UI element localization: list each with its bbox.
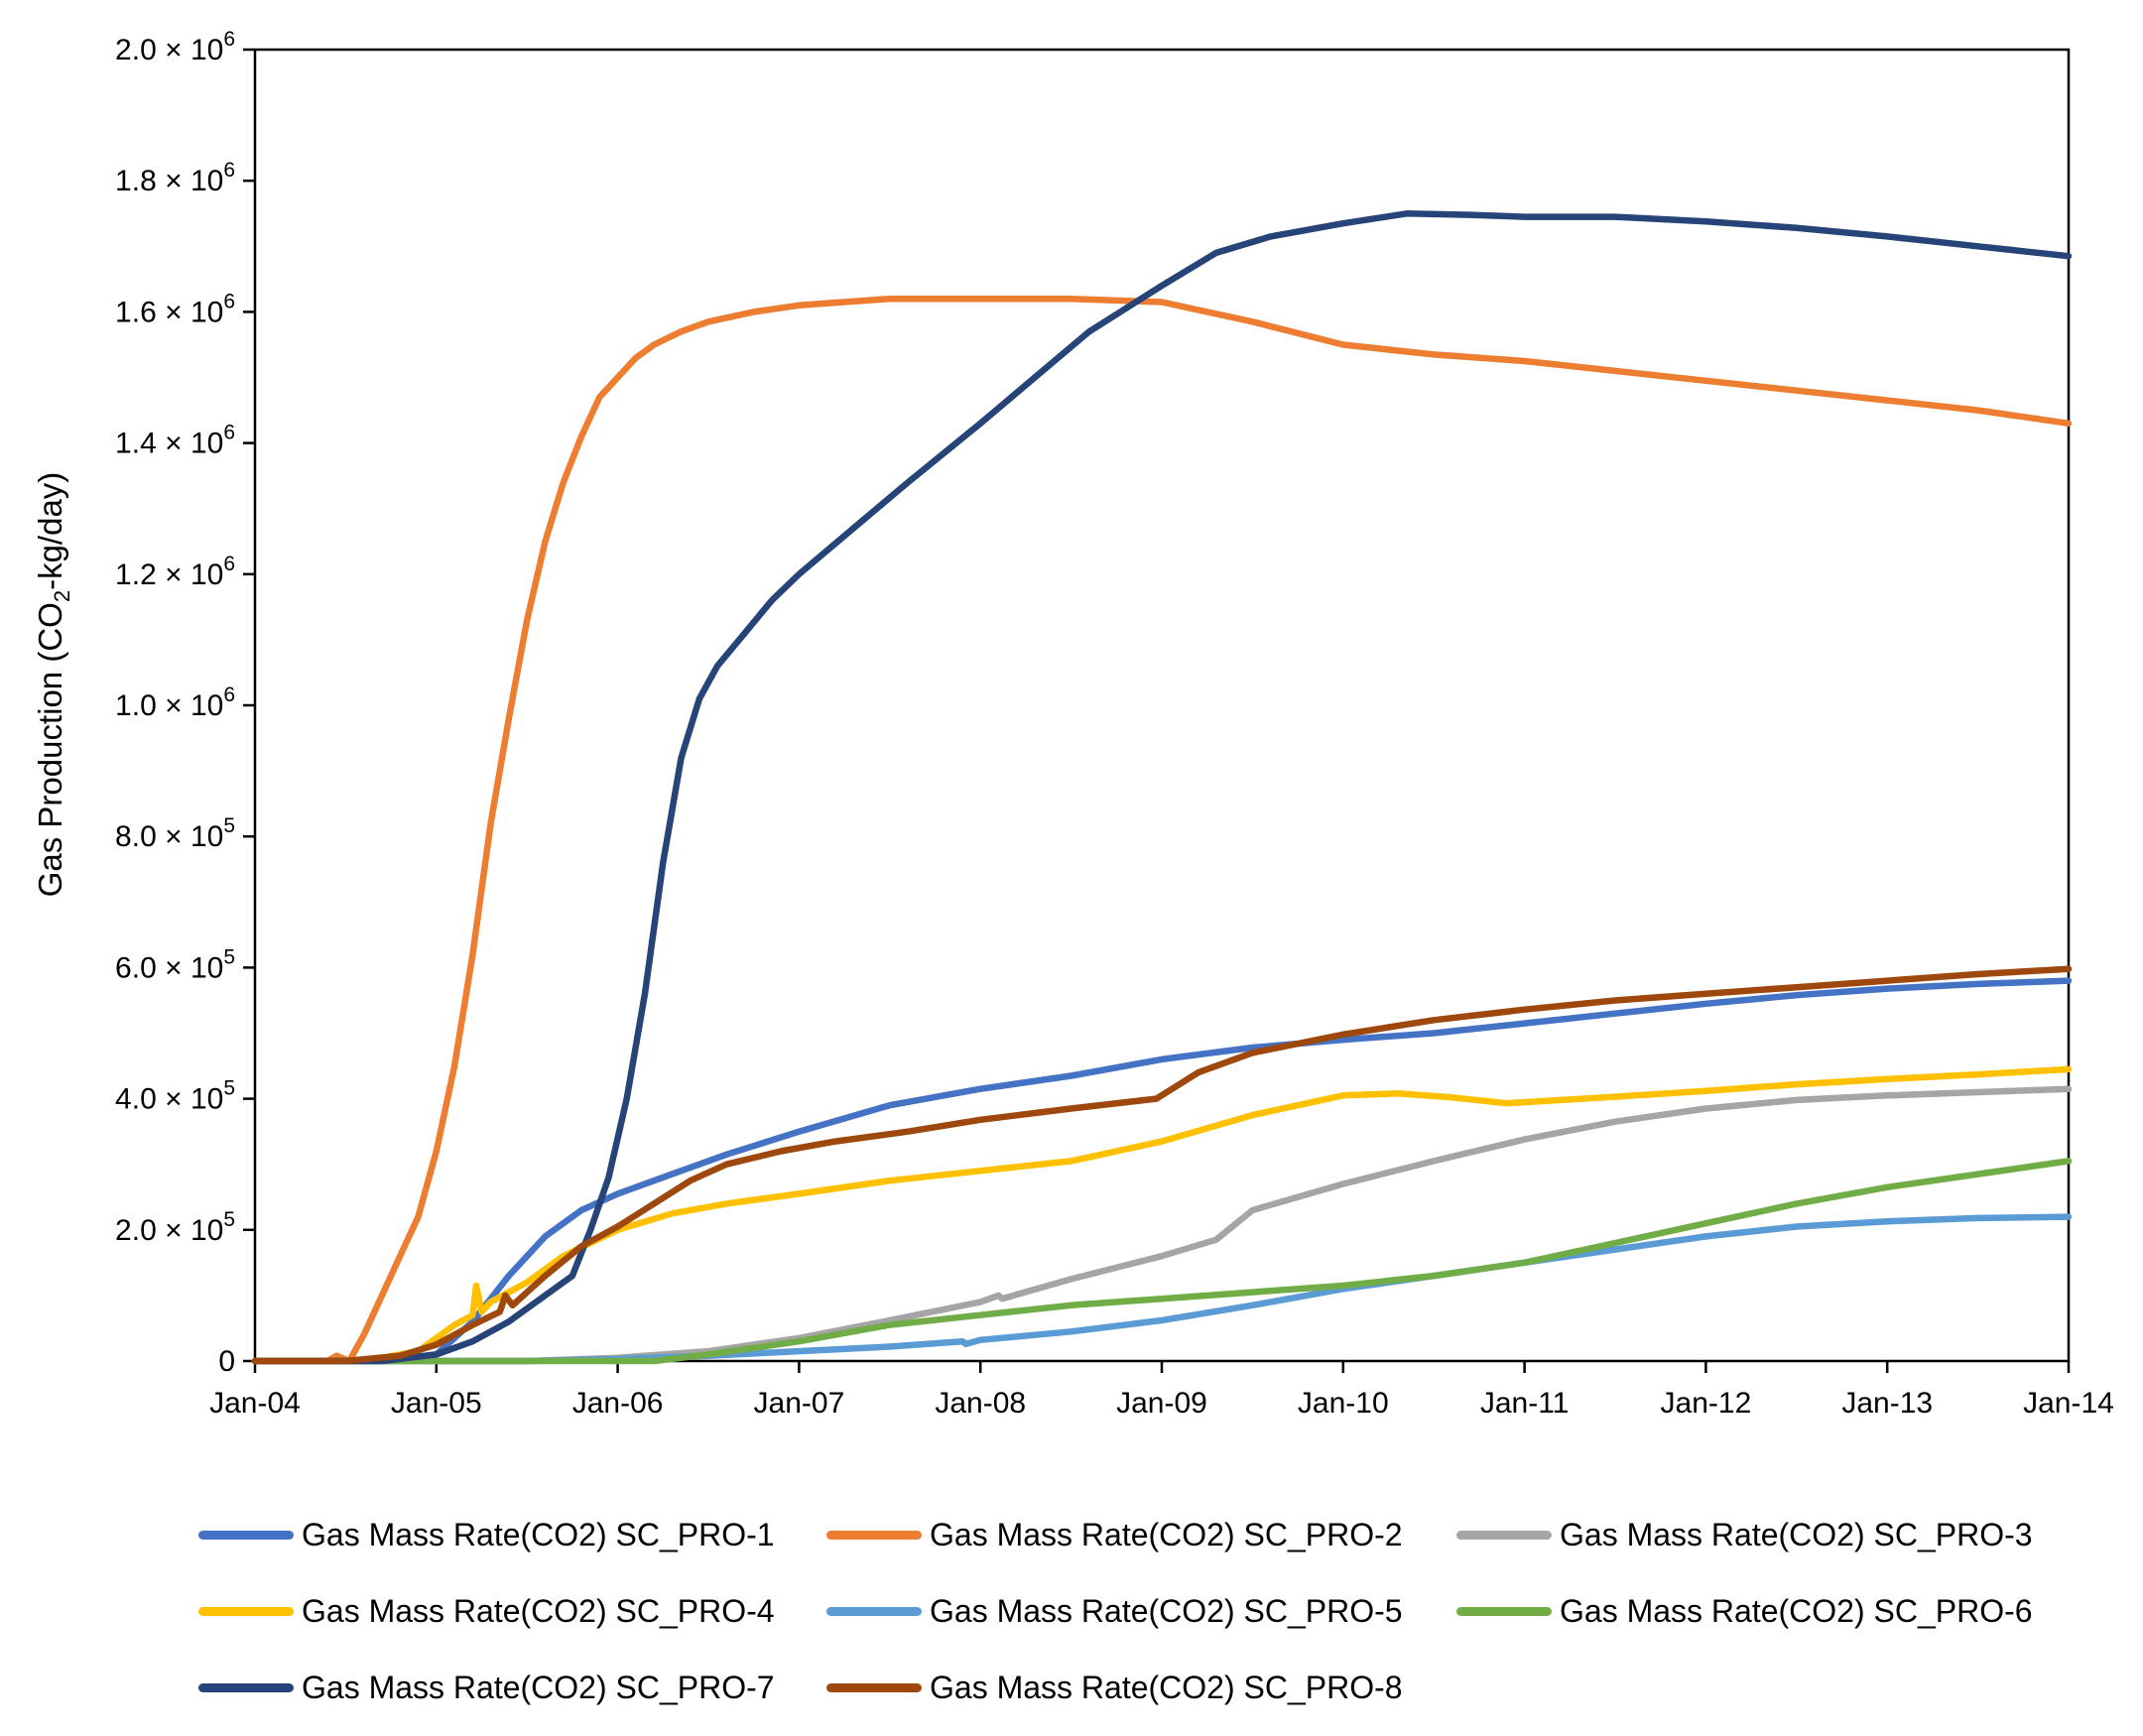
y-tick-label: 1.2 × 106 [115,553,235,591]
series-line-1 [251,977,2073,1365]
y-tick-mantissa: 1.6 × 10 [115,296,223,328]
x-tick-label: Jan-04 [209,1387,301,1420]
legend-item-1: Gas Mass Rate(CO2) SC_PRO-1 [198,1513,775,1556]
legend-item-6: Gas Mass Rate(CO2) SC_PRO-6 [1456,1589,2033,1633]
y-tick-mantissa: 0 [218,1345,235,1378]
series-line-6 [251,1158,2073,1365]
legend-swatch [1456,1606,1552,1616]
legend-item-8: Gas Mass Rate(CO2) SC_PRO-8 [826,1666,1403,1709]
legend-item-7: Gas Mass Rate(CO2) SC_PRO-7 [198,1666,775,1709]
y-tick-exponent: 6 [223,553,235,575]
legend-item-3: Gas Mass Rate(CO2) SC_PRO-3 [1456,1513,2033,1556]
y-tick-exponent: 6 [223,290,235,312]
y-tick-mantissa: 1.0 × 10 [115,689,223,722]
legend-label: Gas Mass Rate(CO2) SC_PRO-8 [930,1669,1403,1705]
x-tick-label: Jan-09 [1116,1387,1207,1420]
y-tick-mantissa: 6.0 × 10 [115,951,223,984]
y-tick-exponent: 6 [223,159,235,182]
y-tick-mantissa: 2.0 × 10 [115,1214,223,1247]
x-tick-label: Jan-06 [572,1387,664,1420]
y-tick-mantissa: 4.0 × 10 [115,1083,223,1116]
legend-label: Gas Mass Rate(CO2) SC_PRO-1 [302,1516,775,1552]
x-tick-label: Jan-13 [1841,1387,1933,1420]
series-line-4 [251,1065,2073,1365]
legend-swatch [826,1606,922,1616]
legend-item-5: Gas Mass Rate(CO2) SC_PRO-5 [826,1589,1403,1633]
legend-item-2: Gas Mass Rate(CO2) SC_PRO-2 [826,1513,1403,1556]
y-axis-title-subscript: 2 [50,590,74,602]
y-tick-mantissa: 8.0 × 10 [115,820,223,853]
y-axis-title: Gas Production (CO2-kg/day) [32,472,74,898]
y-tick-exponent: 5 [223,814,235,837]
y-tick-mantissa: 2.0 × 10 [115,34,223,66]
plot-frame [253,48,2071,1363]
y-tick-mantissa: 1.4 × 10 [115,428,223,460]
y-tick-exponent: 6 [223,683,235,706]
legend-swatch [1456,1530,1552,1540]
legend-item-4: Gas Mass Rate(CO2) SC_PRO-4 [198,1589,775,1633]
y-tick-label: 1.4 × 106 [115,422,235,460]
y-tick-label: 8.0 × 105 [115,814,235,853]
y-tick-label: 1.8 × 106 [115,159,235,197]
series-lines [251,210,2073,1365]
y-tick-exponent: 5 [223,1208,235,1231]
legend-swatch [826,1682,922,1692]
x-tick-label: Jan-12 [1661,1387,1752,1420]
legend-label: Gas Mass Rate(CO2) SC_PRO-6 [1560,1592,2033,1629]
legend-label: Gas Mass Rate(CO2) SC_PRO-5 [930,1592,1403,1629]
axes [243,48,2071,1373]
legend-label: Gas Mass Rate(CO2) SC_PRO-2 [930,1516,1403,1552]
legend-swatch [198,1530,294,1540]
y-tick-exponent: 6 [223,422,235,444]
y-tick-label: 2.0 × 105 [115,1208,235,1247]
y-tick-exponent: 5 [223,945,235,968]
series-line-8 [251,965,2073,1365]
legend-swatch [826,1530,922,1540]
x-tick-label: Jan-14 [2023,1387,2114,1420]
y-tick-label: 4.0 × 105 [115,1077,235,1116]
y-tick-exponent: 6 [223,28,235,51]
y-axis-title-main: Gas Production (CO [32,602,68,897]
legend-label: Gas Mass Rate(CO2) SC_PRO-4 [302,1592,775,1629]
y-tick-label: 1.0 × 106 [115,683,235,722]
series-line-3 [251,1085,2073,1365]
y-tick-label: 6.0 × 105 [115,945,235,984]
series-line-2 [251,295,2073,1365]
y-tick-label: 0 [218,1345,235,1378]
legend-swatch [198,1606,294,1616]
x-tick-label: Jan-10 [1298,1387,1389,1420]
y-tick-mantissa: 1.8 × 10 [115,165,223,197]
x-tick-label: Jan-11 [1480,1387,1570,1420]
x-tick-label: Jan-07 [754,1387,845,1420]
y-tick-exponent: 5 [223,1077,235,1100]
y-tick-mantissa: 1.2 × 10 [115,558,223,591]
y-tick-label: 2.0 × 106 [115,28,235,66]
legend-swatch [198,1682,294,1692]
series-line-7 [251,210,2073,1365]
x-tick-label: Jan-05 [391,1387,482,1420]
legend-label: Gas Mass Rate(CO2) SC_PRO-7 [302,1669,775,1705]
y-axis-title-unit: -kg/day) [32,472,68,590]
y-tick-label: 1.6 × 106 [115,290,235,328]
series-line-5 [251,1213,2073,1365]
legend-label: Gas Mass Rate(CO2) SC_PRO-3 [1560,1516,2033,1552]
x-tick-label: Jan-08 [935,1387,1026,1420]
